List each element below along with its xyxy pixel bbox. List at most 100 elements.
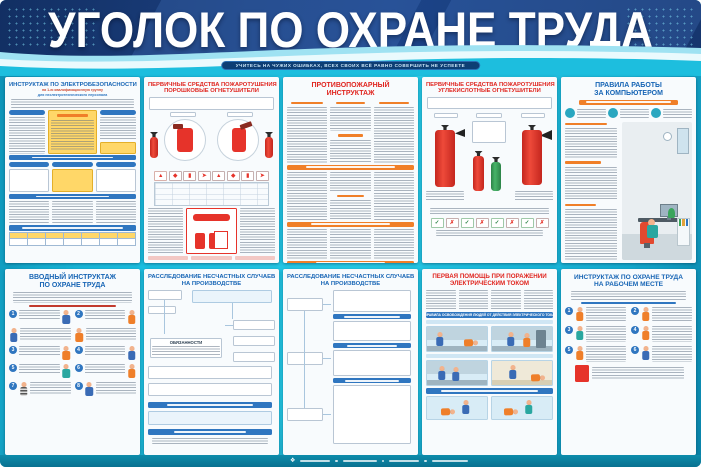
poster-powder-extinguishers: ПЕРВИЧНЫЕ СРЕДСТВА ПОЖАРОТУШЕНИЯ ПОРОШКО…	[144, 77, 279, 263]
poster-title-line2: ЭЛЕКТРИЧЕСКИМ ТОКОМ	[449, 279, 530, 287]
step-number: 2	[74, 309, 83, 318]
text-lines	[9, 201, 50, 224]
poster-grid: ИНСТРУКТАЖ ПО ЭЛЕКТРОБЕЗОПАСНОСТИ на 1-ю…	[5, 77, 696, 455]
section-header	[9, 162, 50, 167]
separator-dot	[424, 459, 427, 463]
caption-row	[148, 255, 275, 260]
step-item: 4	[74, 345, 137, 361]
column	[9, 162, 50, 193]
poster-title-line2: ИНСТРУКТАЖ	[326, 89, 375, 97]
text-lines	[330, 228, 371, 259]
poster-co2-extinguishers: ПЕРВИЧНЫЕ СРЕДСТВА ПОЖАРОТУШЕНИЯ УГЛЕКИС…	[422, 77, 557, 263]
text-lines	[287, 107, 328, 163]
step-item: 7	[9, 381, 71, 397]
step-caption	[20, 327, 71, 340]
blue-band	[148, 429, 272, 436]
extinguisher-icon	[149, 132, 159, 158]
scenes-row-3	[426, 395, 553, 420]
step-caption	[84, 309, 125, 319]
poster-fire-briefing: ПРОТИВОПОЖАРНЫЙ ИНСТРУКТАЖ	[283, 77, 418, 263]
intro-text	[13, 291, 132, 303]
journal-table	[9, 232, 136, 247]
step-caption	[652, 325, 692, 342]
connector	[232, 303, 233, 320]
text-lines	[373, 107, 414, 163]
step-item: 6	[74, 363, 137, 379]
poster-title-line2: НА ПРОИЗВОДСТВЕ	[320, 280, 381, 287]
step-item: 2	[74, 309, 137, 325]
text-lines	[148, 207, 183, 254]
rules-band: ПРАВИЛА ОСВОБОЖДЕНИЯ ЛЮДЕЙ ОТ ДЕЙСТВИЯ Э…	[424, 311, 555, 318]
extinguisher-head-diagram	[232, 127, 246, 152]
callout-label	[170, 111, 196, 117]
poster-title-line1: ВВОДНЫЙ ИНСТРУКТАЖ	[29, 274, 116, 281]
orange-header	[565, 203, 597, 207]
text-lines	[430, 207, 549, 216]
orange-header	[565, 122, 607, 126]
workstation-illustration	[622, 121, 692, 260]
footer-lines	[152, 438, 268, 445]
flow-box	[287, 352, 323, 366]
intro-columns	[426, 289, 553, 310]
text-lines	[458, 289, 488, 310]
step-item	[9, 327, 71, 343]
poster-subtitle-2: для неэлектротехнического персонала	[37, 92, 108, 97]
callout-label	[434, 112, 458, 118]
columns-mid	[287, 171, 414, 220]
poster-title-line1: ИНСТРУКТАЖ ПО ОХРАНЕ ТРУДА	[573, 274, 683, 281]
column	[330, 171, 371, 220]
step-number: 4	[74, 345, 83, 354]
icon-caption	[663, 108, 692, 118]
poster-title-line1: ПЕРВИЧНЫЕ СРЕДСТВА ПОЖАРОТУШЕНИЯ	[148, 82, 277, 88]
text-column	[565, 122, 617, 260]
column	[9, 110, 45, 155]
icon-caption	[577, 108, 606, 118]
footer-caption	[592, 367, 684, 380]
co2-extinguisher-icon	[521, 125, 552, 185]
section-row-2	[9, 162, 136, 193]
poster-title-line1: РАССЛЕДОВАНИЕ НЕСЧАСТНЫХ СЛУЧАЕВ	[148, 274, 276, 280]
connector	[225, 325, 233, 327]
separator-dot	[335, 459, 338, 463]
step-caption	[85, 327, 136, 340]
poster-subtitle-1: на 1-ю квалификационную группу	[41, 88, 104, 93]
cartridge	[195, 232, 205, 249]
worker-figure	[85, 382, 94, 397]
poster-title-line1: ПРАВИЛА РАБОТЫ	[595, 82, 662, 89]
text-lines	[100, 116, 136, 141]
poster-title-line2: НА ПРОИЗВОДСТВЕ	[181, 280, 242, 287]
connector	[304, 311, 305, 409]
blue-band	[9, 194, 136, 200]
internals-diagram	[186, 207, 237, 254]
text-lines	[426, 289, 456, 310]
orange-band	[287, 260, 414, 263]
detail-circle-left	[164, 118, 206, 161]
step-number: 3	[565, 325, 573, 334]
intro-text	[11, 99, 134, 109]
step-number: 6	[631, 345, 639, 354]
step-item: 5	[9, 363, 71, 379]
motto-banner: УЧИТЕСЬ НА ЧУЖИХ ОШИБКАХ, ВСЕХ СВОИХ ВСЁ…	[220, 61, 481, 70]
step-item: 8	[74, 381, 136, 397]
section-header	[52, 162, 93, 167]
worker-figure	[127, 310, 136, 325]
header-dots-right	[625, 6, 695, 52]
detail-circle-right	[217, 118, 259, 161]
column	[330, 101, 371, 163]
worker-figure	[641, 326, 650, 341]
footer-brand-block: ❖	[290, 458, 468, 464]
poster-accident-investigation-2: РАССЛЕДОВАНИЕ НЕСЧАСТНЫХ СЛУЧАЕВ НА ПРОИ…	[283, 269, 418, 455]
blue-band	[333, 343, 411, 349]
folder-yellow	[682, 218, 685, 226]
text-lines	[52, 201, 93, 224]
step-item: 1	[9, 309, 71, 325]
red-subtitle	[29, 304, 116, 307]
desk	[638, 217, 686, 222]
poster-title-line1: РАССЛЕДОВАНИЕ НЕСЧАСТНЫХ СЛУЧАЕВ	[287, 274, 415, 280]
email-text	[389, 460, 420, 462]
connector	[323, 304, 331, 306]
text-lines	[330, 171, 371, 192]
flowchart: ОБЯЗАННОСТИ	[148, 290, 275, 445]
step-number: 5	[565, 345, 573, 354]
